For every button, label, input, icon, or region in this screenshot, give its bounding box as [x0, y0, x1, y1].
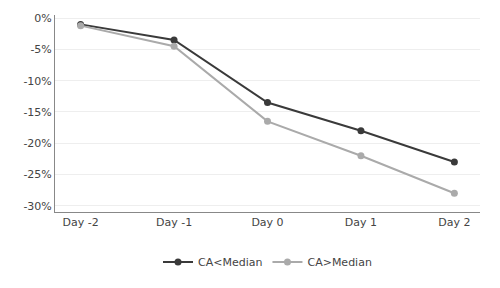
svg-text:Day 0: Day 0: [251, 216, 283, 229]
svg-text:CA<Median: CA<Median: [198, 256, 262, 269]
svg-text:-30%: -30%: [23, 200, 51, 213]
svg-text:-20%: -20%: [23, 137, 51, 150]
svg-text:Day -2: Day -2: [63, 216, 99, 229]
svg-text:-25%: -25%: [23, 168, 51, 181]
svg-text:-5%: -5%: [30, 43, 51, 56]
svg-text:-10%: -10%: [23, 75, 51, 88]
svg-text:Day 2: Day 2: [438, 216, 470, 229]
svg-text:Day -1: Day -1: [156, 216, 192, 229]
svg-text:0%: 0%: [34, 12, 51, 25]
svg-text:Day 1: Day 1: [345, 216, 377, 229]
svg-text:CA>Median: CA>Median: [307, 256, 371, 269]
svg-text:-15%: -15%: [23, 106, 51, 119]
